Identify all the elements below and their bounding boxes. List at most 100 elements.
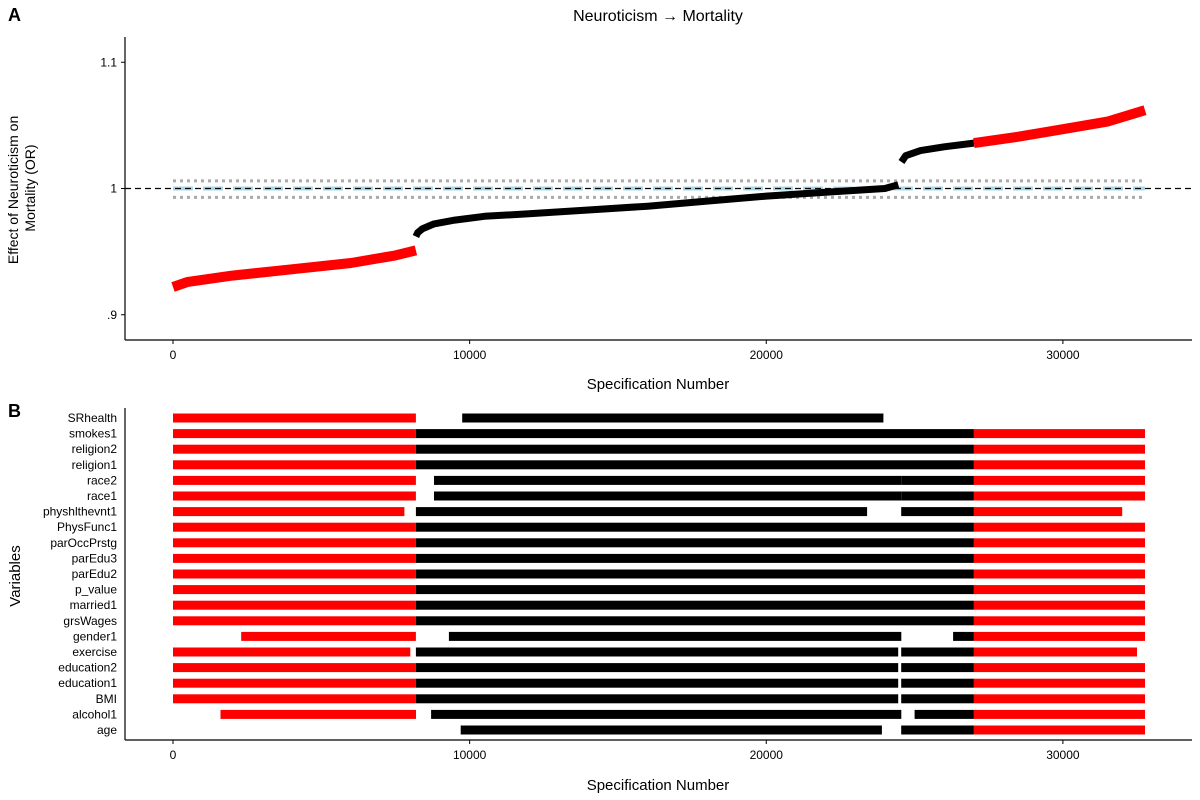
variable-bar-race2-1	[173, 475, 416, 485]
variable-bar-physhlthevnt1-1	[173, 507, 405, 517]
variable-bar-religion2-2	[415, 444, 974, 454]
variable-bar-exercise-2	[415, 647, 899, 657]
variable-bar-SRhealth-2	[462, 413, 884, 423]
variable-label-married1: married1	[70, 598, 118, 612]
variable-bar-parOccPrstg-2	[415, 538, 974, 548]
variable-label-age: age	[97, 723, 117, 737]
curve-segment-1	[171, 245, 418, 292]
variable-bar-physhlthevnt1-3	[901, 507, 974, 517]
variable-bar-race1-4	[973, 491, 1145, 501]
variable-bar-gender1-1	[241, 631, 416, 641]
variable-bar-grsWages-3	[973, 616, 1145, 626]
variable-bar-race2-2	[434, 475, 902, 485]
variable-bar-married1-1	[173, 600, 416, 610]
variable-bar-parOccPrstg-1	[173, 538, 416, 548]
y-tick-label-a: 1	[110, 182, 117, 196]
variable-bar-gender1-3	[953, 631, 974, 641]
x-tick-label-b: 30000	[1046, 748, 1080, 762]
variable-label-exercise: exercise	[72, 645, 117, 659]
variable-label-religion2: religion2	[72, 442, 118, 456]
y-axis-label-line-1: Effect of Neuroticism on	[5, 116, 21, 264]
x-tick-label-b: 0	[170, 748, 177, 762]
variable-bar-education1-4	[973, 678, 1145, 688]
x-tick-label-a: 20000	[750, 348, 784, 362]
variable-bar-BMI-1	[173, 694, 416, 704]
variable-bar-religion1-1	[173, 460, 416, 470]
x-tick-label-b: 20000	[750, 748, 784, 762]
variable-bar-education2-2	[415, 663, 899, 673]
variable-bar-p_value-2	[415, 585, 974, 595]
variable-label-education2: education2	[58, 661, 117, 675]
y-tick-label-a: .9	[107, 308, 117, 322]
variable-bar-exercise-1	[173, 647, 411, 657]
variable-bar-education1-3	[901, 678, 974, 688]
variable-bar-race1-3	[901, 491, 974, 501]
variable-label-smokes1: smokes1	[69, 427, 117, 441]
x-tick-label-a: 0	[170, 348, 177, 362]
variable-bar-p_value-3	[973, 585, 1145, 595]
variable-label-education1: education1	[58, 676, 117, 690]
variable-bar-religion2-1	[173, 444, 416, 454]
x-axis-label-b: Specification Number	[587, 777, 730, 794]
variable-label-gender1: gender1	[73, 629, 117, 643]
variable-bar-education2-3	[901, 663, 974, 673]
x-ticks-b: 0 10000 20000 30000	[170, 740, 1080, 762]
panel-a: A Neuroticism → Mortality Effect of Neur…	[5, 5, 1192, 393]
x-axis-label-a: Specification Number	[587, 376, 730, 393]
variable-bar-age-1	[460, 725, 882, 735]
variable-label-parOccPrstg: parOccPrstg	[50, 536, 117, 550]
variable-bar-SRhealth-1	[173, 413, 416, 423]
variable-bar-PhysFunc1-3	[973, 522, 1145, 532]
variable-bar-BMI-3	[901, 694, 974, 704]
variable-bar-married1-3	[973, 600, 1145, 610]
x-tick-label-a: 30000	[1046, 348, 1080, 362]
variable-bar-married1-2	[415, 600, 974, 610]
variable-bar-BMI-4	[973, 694, 1145, 704]
panel-b-label: B	[8, 401, 21, 421]
variable-bar-gender1-4	[973, 631, 1145, 641]
variable-bar-exercise-3	[901, 647, 974, 657]
variable-bar-alcohol1-4	[973, 709, 1145, 719]
y-axis-label-line-2: Mortality (OR)	[22, 144, 38, 231]
variable-bar-parEdu3-3	[973, 553, 1145, 563]
variable-label-alcohol1: alcohol1	[72, 707, 117, 721]
variable-bar-exercise-4	[973, 647, 1137, 657]
variable-bar-smokes1-3	[973, 429, 1145, 439]
variable-bar-PhysFunc1-1	[173, 522, 416, 532]
variable-bar-smokes1-2	[415, 429, 974, 439]
y-ticks-a: .9 1 1.1	[100, 55, 125, 322]
variable-label-grsWages: grsWages	[63, 614, 117, 628]
variable-label-race1: race1	[87, 489, 117, 503]
variable-bar-age-2	[901, 725, 974, 735]
variable-bar-PhysFunc1-2	[415, 522, 974, 532]
x-tick-label-b: 10000	[453, 748, 487, 762]
variable-bar-alcohol1-1	[220, 709, 416, 719]
variable-bar-education1-2	[415, 678, 899, 688]
variable-bar-parEdu2-3	[973, 569, 1145, 579]
variable-bar-BMI-2	[415, 694, 899, 704]
variable-bar-parOccPrstg-3	[973, 538, 1145, 548]
variable-label-physhlthevnt1: physhlthevnt1	[43, 505, 117, 519]
variable-bar-physhlthevnt1-4	[973, 507, 1123, 517]
variable-label-BMI: BMI	[96, 692, 117, 706]
variable-bar-age-3	[973, 725, 1145, 735]
variable-bar-parEdu3-1	[173, 553, 416, 563]
variable-bar-race1-2	[434, 491, 902, 501]
variable-bar-race1-1	[173, 491, 416, 501]
curve-segment-4	[973, 105, 1147, 149]
variable-bar-education1-1	[173, 678, 416, 688]
variable-bars	[173, 413, 1145, 735]
variable-bar-religion1-3	[973, 460, 1145, 470]
variable-label-parEdu2: parEdu2	[72, 567, 118, 581]
curve-segment-3	[898, 139, 975, 164]
variable-bar-physhlthevnt1-2	[415, 507, 868, 517]
y-axis-label-a: Effect of Neuroticism on Mortality (OR)	[5, 112, 38, 264]
variable-label-race2: race2	[87, 473, 117, 487]
variable-bar-alcohol1-3	[914, 709, 974, 719]
variable-label-parEdu3: parEdu3	[72, 551, 118, 565]
variable-bar-gender1-2	[448, 631, 902, 641]
x-tick-label-a: 10000	[453, 348, 487, 362]
y-tick-label-a: 1.1	[100, 55, 117, 69]
